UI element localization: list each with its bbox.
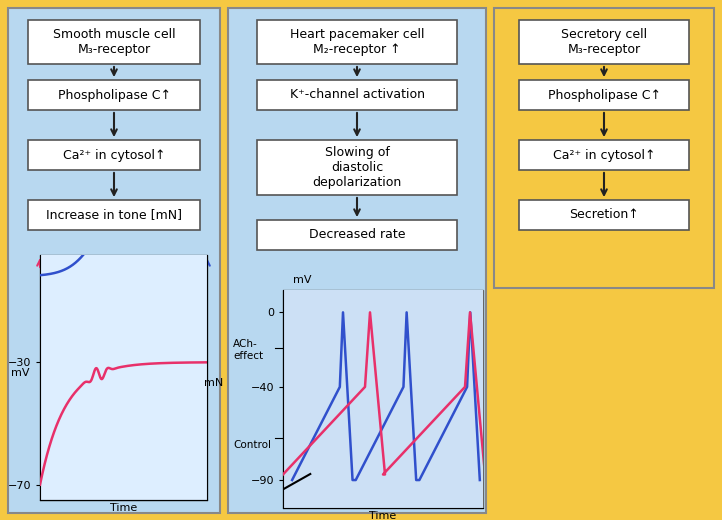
FancyBboxPatch shape (257, 20, 457, 64)
FancyBboxPatch shape (40, 255, 207, 500)
Text: Secretory cell
M₃-receptor: Secretory cell M₃-receptor (561, 28, 647, 56)
FancyBboxPatch shape (28, 20, 200, 64)
Text: mV: mV (293, 275, 311, 285)
Text: Phospholipase C↑: Phospholipase C↑ (547, 88, 661, 101)
FancyBboxPatch shape (519, 200, 689, 230)
FancyBboxPatch shape (283, 290, 483, 508)
Text: Slowing of
diastolic
depolarization: Slowing of diastolic depolarization (313, 146, 401, 189)
FancyBboxPatch shape (28, 200, 200, 230)
X-axis label: Time: Time (110, 503, 137, 513)
Text: ACh-
effect: ACh- effect (233, 339, 263, 361)
Text: K⁺-channel activation: K⁺-channel activation (290, 88, 425, 101)
Text: Smooth muscle cell
M₃-receptor: Smooth muscle cell M₃-receptor (53, 28, 175, 56)
Y-axis label: mV: mV (11, 368, 29, 378)
FancyBboxPatch shape (8, 8, 220, 513)
FancyBboxPatch shape (257, 220, 457, 250)
Text: Secretion↑: Secretion↑ (569, 209, 639, 222)
FancyBboxPatch shape (519, 140, 689, 170)
Text: Phospholipase C↑: Phospholipase C↑ (58, 88, 170, 101)
X-axis label: Time: Time (370, 511, 396, 520)
FancyBboxPatch shape (28, 80, 200, 110)
FancyBboxPatch shape (28, 140, 200, 170)
Y-axis label: mN: mN (204, 378, 224, 387)
Text: Control: Control (233, 440, 271, 450)
Text: Ca²⁺ in cytosol↑: Ca²⁺ in cytosol↑ (553, 149, 656, 162)
FancyBboxPatch shape (257, 140, 457, 195)
FancyBboxPatch shape (228, 8, 486, 513)
FancyBboxPatch shape (257, 80, 457, 110)
FancyBboxPatch shape (519, 80, 689, 110)
Text: Heart pacemaker cell
M₂-receptor ↑: Heart pacemaker cell M₂-receptor ↑ (290, 28, 425, 56)
Text: Decreased rate: Decreased rate (309, 228, 405, 241)
FancyBboxPatch shape (519, 20, 689, 64)
FancyBboxPatch shape (494, 8, 714, 288)
Text: Increase in tone [mN]: Increase in tone [mN] (46, 209, 182, 222)
Text: Ca²⁺ in cytosol↑: Ca²⁺ in cytosol↑ (63, 149, 165, 162)
